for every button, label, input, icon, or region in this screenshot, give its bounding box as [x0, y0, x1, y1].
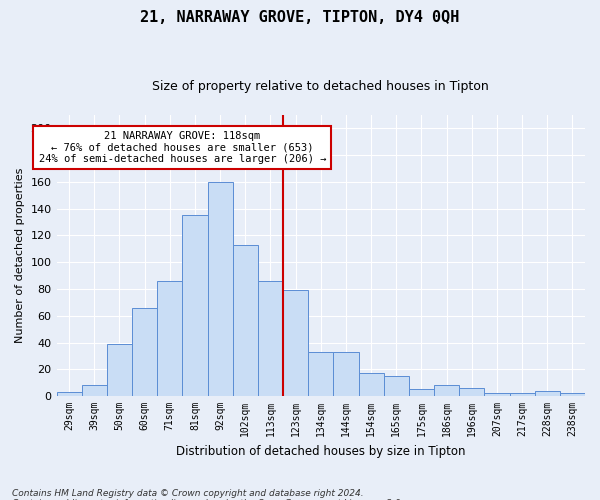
- Bar: [308, 352, 334, 396]
- Bar: [132, 308, 157, 396]
- Bar: [283, 290, 308, 396]
- Text: 21, NARRAWAY GROVE, TIPTON, DY4 0QH: 21, NARRAWAY GROVE, TIPTON, DY4 0QH: [140, 10, 460, 25]
- Bar: [509, 394, 535, 396]
- Bar: [560, 394, 585, 396]
- Bar: [107, 344, 132, 396]
- Bar: [258, 281, 283, 396]
- Bar: [383, 376, 409, 396]
- Bar: [359, 374, 383, 396]
- Y-axis label: Number of detached properties: Number of detached properties: [15, 168, 25, 343]
- Bar: [182, 216, 208, 396]
- Bar: [484, 394, 509, 396]
- Text: 21 NARRAWAY GROVE: 118sqm
← 76% of detached houses are smaller (653)
24% of semi: 21 NARRAWAY GROVE: 118sqm ← 76% of detac…: [38, 131, 326, 164]
- Bar: [208, 182, 233, 396]
- Bar: [56, 392, 82, 396]
- Bar: [233, 245, 258, 396]
- Bar: [82, 386, 107, 396]
- X-axis label: Distribution of detached houses by size in Tipton: Distribution of detached houses by size …: [176, 444, 466, 458]
- Bar: [459, 388, 484, 396]
- Text: Contains HM Land Registry data © Crown copyright and database right 2024.: Contains HM Land Registry data © Crown c…: [12, 488, 364, 498]
- Title: Size of property relative to detached houses in Tipton: Size of property relative to detached ho…: [152, 80, 489, 93]
- Bar: [409, 390, 434, 396]
- Text: Contains public sector information licensed under the Open Government Licence v3: Contains public sector information licen…: [12, 498, 404, 500]
- Bar: [334, 352, 359, 396]
- Bar: [157, 281, 182, 396]
- Bar: [535, 390, 560, 396]
- Bar: [434, 386, 459, 396]
